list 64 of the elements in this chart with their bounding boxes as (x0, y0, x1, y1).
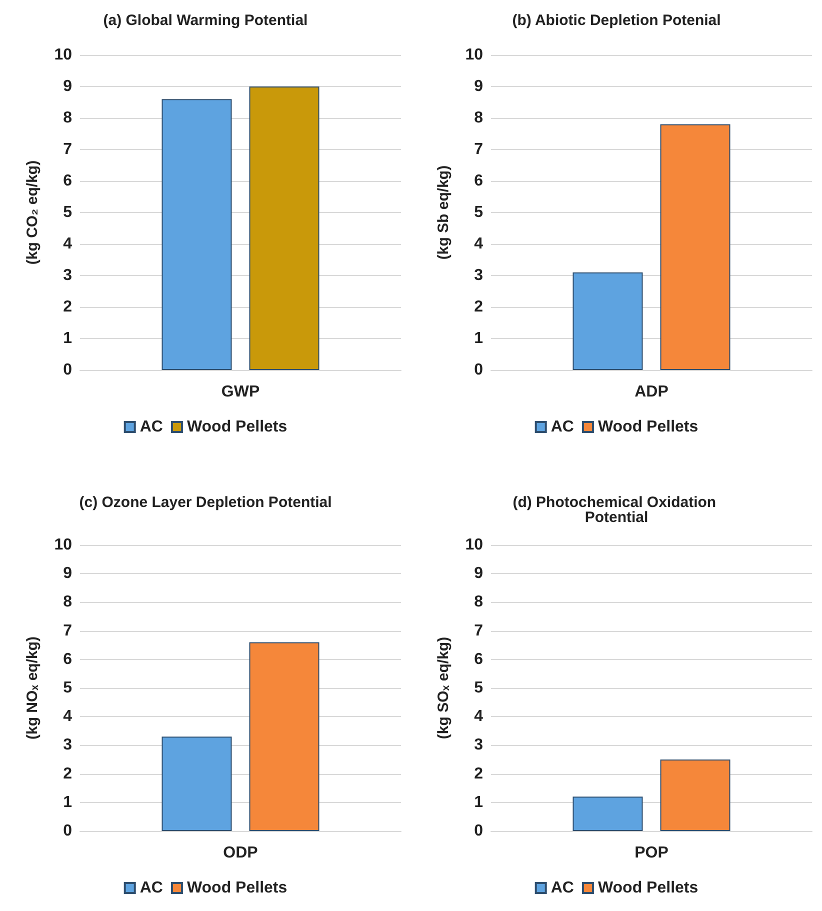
y-tick-label: 5 (474, 680, 484, 696)
y-tick-label: 4 (474, 236, 484, 252)
y-tick-label: 7 (63, 141, 72, 158)
y-tick-label: 3 (63, 736, 72, 754)
y-tick-label: 5 (63, 680, 72, 696)
legend-label: Wood Pellets (186, 880, 288, 896)
y-tick-label: 7 (474, 622, 484, 640)
y-tick-label: 1 (63, 330, 72, 347)
y-tick-label: 4 (63, 708, 72, 726)
chart-title: (c) Ozone Layer Depletion Potential (79, 494, 332, 511)
y-tick-label: 0 (63, 362, 72, 378)
y-tick-label: 6 (63, 172, 72, 190)
y-axis-title: (kg NOₓ eq/kg) (24, 636, 41, 740)
y-tick-label: 3 (474, 267, 484, 284)
y-tick-label: 1 (474, 794, 484, 811)
legend-label: AC (140, 418, 164, 436)
legend-label: Wood Pellets (598, 418, 698, 436)
legend-label: Wood Pellets (598, 880, 698, 896)
y-tick-label: 3 (63, 267, 72, 284)
y-tick-label: 4 (63, 236, 72, 252)
y-tick-label: 10 (465, 536, 484, 554)
y-tick-label: 3 (474, 736, 484, 754)
y-tick-label: 9 (474, 78, 484, 95)
y-tick-label: 9 (63, 78, 72, 95)
y-tick-label: 1 (63, 794, 72, 811)
y-tick-label: 7 (63, 622, 72, 640)
x-tick-label: ODP (223, 844, 258, 862)
y-axis-title: (kg Sb eq/kg) (435, 165, 452, 260)
y-tick-label: 8 (63, 110, 72, 126)
y-axis-title: (kg CO₂ eq/kg) (24, 160, 41, 265)
y-tick-label: 10 (465, 46, 484, 64)
legend-label: AC (550, 418, 574, 436)
y-tick-label: 5 (63, 204, 72, 221)
y-tick-label: 0 (474, 362, 484, 378)
x-tick-label: POP (634, 844, 669, 862)
chart-title: (a) Global Warming Potential (103, 12, 308, 29)
y-tick-label: 8 (474, 110, 484, 126)
x-tick-label: ADP (634, 384, 669, 400)
y-tick-label: 8 (474, 594, 484, 611)
y-tick-label: 5 (474, 204, 484, 221)
y-tick-label: 2 (63, 765, 72, 782)
y-tick-label: 2 (63, 298, 72, 316)
y-tick-label: 0 (63, 822, 72, 840)
y-tick-label: 4 (474, 708, 484, 726)
y-tick-label: 6 (474, 650, 484, 668)
y-axis-title: (kg SOₓ eq/kg) (435, 636, 452, 740)
y-tick-label: 6 (63, 650, 72, 668)
y-tick-label: 9 (63, 565, 72, 582)
y-tick-label: 8 (63, 594, 72, 611)
y-tick-label: 10 (54, 536, 72, 554)
y-tick-label: 7 (474, 141, 484, 158)
chart-title: (b) Abiotic Depletion Potenial (512, 12, 721, 29)
legend-label: Wood Pellets (186, 418, 288, 436)
x-tick-label: GWP (221, 384, 260, 400)
y-tick-label: 2 (474, 765, 484, 782)
y-tick-label: 1 (474, 330, 484, 347)
y-tick-label: 2 (474, 298, 484, 316)
y-tick-label: 9 (474, 565, 484, 582)
legend-label: AC (140, 880, 164, 896)
chart-title: (d) Photochemical Oxidation Potential (512, 494, 720, 526)
y-tick-label: 6 (474, 172, 484, 190)
y-tick-label: 0 (474, 822, 484, 840)
legend-label: AC (550, 880, 574, 896)
y-tick-label: 10 (54, 46, 72, 64)
